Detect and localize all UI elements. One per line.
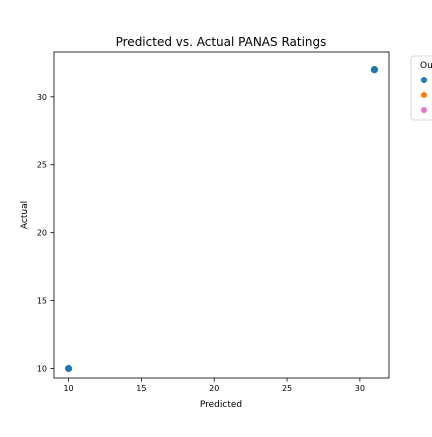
legend-entries — [421, 77, 427, 113]
legend-marker — [421, 77, 427, 83]
x-axis-ticks: 10 15 20 25 30 — [63, 378, 365, 393]
y-tick-label: 30 — [37, 93, 47, 102]
x-tick-label: 10 — [63, 384, 73, 393]
y-tick-label: 20 — [37, 229, 47, 238]
legend-marker — [421, 107, 427, 113]
data-point — [64, 364, 73, 373]
x-tick-label: 30 — [355, 384, 365, 393]
y-axis-ticks: 10 15 20 25 30 — [37, 93, 54, 373]
y-tick-label: 15 — [37, 297, 47, 306]
x-tick-label: 15 — [136, 384, 146, 393]
legend-title: Ou — [420, 61, 432, 71]
x-tick-label: 20 — [209, 384, 219, 393]
x-tick-label: 25 — [282, 384, 292, 393]
plot-frame — [53, 51, 390, 379]
data-point — [370, 66, 379, 74]
legend: Ou — [410, 55, 432, 121]
plot-area: 10 15 20 25 30 10 15 20 25 30 — [37, 51, 390, 393]
chart-title: Predicted vs. Actual PANAS Ratings — [116, 35, 327, 49]
y-tick-label: 25 — [37, 161, 47, 170]
y-tick-label: 10 — [37, 364, 47, 373]
legend-box — [410, 55, 432, 121]
x-axis-label: Predicted — [200, 400, 242, 410]
y-axis-label: Actual — [20, 201, 30, 229]
legend-marker — [421, 92, 427, 98]
data-points — [64, 66, 379, 373]
